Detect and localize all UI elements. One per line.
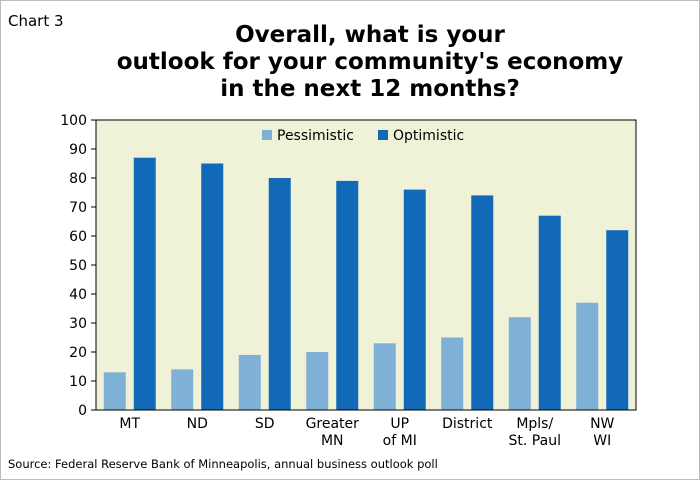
y-tick-label: 20 bbox=[69, 345, 87, 361]
x-category-label: Mpls/ bbox=[516, 416, 553, 432]
bar-optimistic bbox=[268, 178, 291, 410]
x-category-label: SD bbox=[255, 416, 275, 432]
y-tick-label: 10 bbox=[69, 374, 87, 390]
x-category-label: ND bbox=[187, 416, 208, 432]
x-category-label: WI bbox=[593, 433, 611, 449]
bar-pessimistic bbox=[238, 354, 261, 410]
legend-label-pessimistic: Pessimistic bbox=[277, 128, 354, 144]
y-tick-label: 50 bbox=[69, 258, 87, 274]
bar-pessimistic bbox=[373, 343, 396, 410]
source-note: Source: Federal Reserve Bank of Minneapo… bbox=[8, 457, 438, 471]
title-line-2: outlook for your community's economy bbox=[116, 49, 624, 75]
bar-pessimistic bbox=[103, 372, 126, 410]
bar-optimistic bbox=[403, 189, 426, 410]
bar-optimistic bbox=[606, 230, 629, 410]
y-tick-label: 80 bbox=[69, 171, 87, 187]
bar-pessimistic bbox=[171, 369, 194, 410]
y-tick-label: 100 bbox=[60, 113, 87, 129]
y-tick-label: 60 bbox=[69, 229, 87, 245]
bar-pessimistic bbox=[306, 352, 329, 410]
x-category-label: UP bbox=[390, 416, 409, 432]
legend-label-optimistic: Optimistic bbox=[393, 128, 464, 144]
chart-number: Chart 3 bbox=[8, 12, 64, 30]
bar-pessimistic bbox=[508, 317, 531, 410]
bar-optimistic bbox=[133, 157, 156, 410]
bar-pessimistic bbox=[576, 302, 599, 410]
title-line-3: in the next 12 months? bbox=[220, 76, 520, 102]
y-tick-label: 90 bbox=[69, 142, 87, 158]
plot-border bbox=[95, 119, 637, 411]
chart-title: Overall, what is your outlook for your c… bbox=[100, 22, 640, 103]
title-line-1: Overall, what is your bbox=[235, 22, 505, 48]
x-category-label: of MI bbox=[383, 433, 417, 449]
y-tick-label: 30 bbox=[69, 316, 87, 332]
y-tick-label: 0 bbox=[78, 403, 87, 419]
bar-optimistic bbox=[336, 180, 359, 410]
x-category-label: Greater bbox=[306, 416, 360, 432]
legend-swatch-optimistic bbox=[378, 130, 388, 140]
bar-optimistic bbox=[471, 195, 494, 410]
bar-optimistic bbox=[538, 215, 561, 410]
bar-optimistic bbox=[201, 163, 224, 410]
x-category-label: NW bbox=[590, 416, 614, 432]
y-tick-label: 70 bbox=[69, 200, 87, 216]
y-tick-label: 40 bbox=[69, 287, 87, 303]
x-category-label: District bbox=[442, 416, 493, 432]
bar-pessimistic bbox=[441, 337, 464, 410]
x-category-label: MN bbox=[321, 433, 344, 449]
x-category-label: MT bbox=[119, 416, 140, 432]
legend-swatch-pessimistic bbox=[262, 130, 272, 140]
x-category-label: St. Paul bbox=[509, 433, 561, 449]
